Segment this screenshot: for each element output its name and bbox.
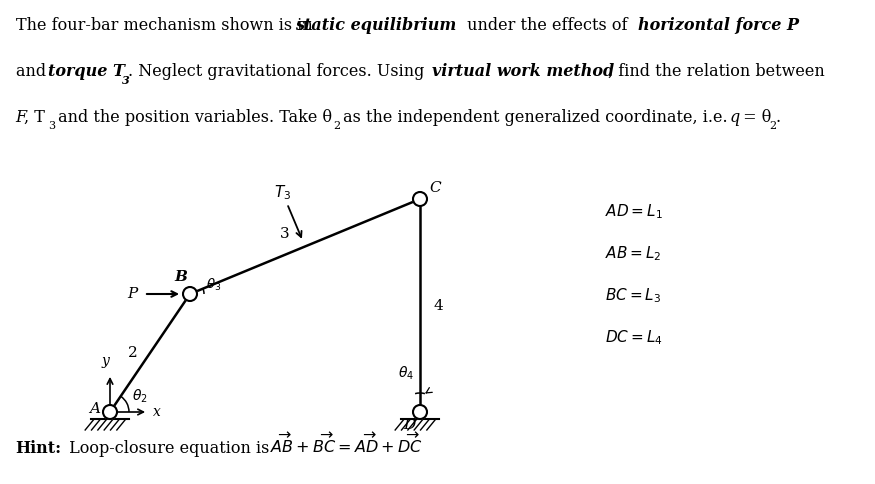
Text: 4: 4 [433, 299, 443, 313]
Text: q: q [730, 109, 740, 126]
Text: = θ: = θ [738, 109, 771, 126]
Text: $BC = L_3$: $BC = L_3$ [605, 287, 662, 305]
Text: Loop-closure equation is: Loop-closure equation is [64, 440, 270, 457]
Text: . Neglect gravitational forces. Using: . Neglect gravitational forces. Using [129, 63, 430, 80]
Text: static equilibrium: static equilibrium [295, 17, 457, 34]
Text: B: B [174, 270, 187, 284]
Text: 3: 3 [48, 121, 55, 131]
Text: x: x [153, 405, 161, 419]
Text: y: y [102, 354, 109, 368]
Text: $AD = L_1$: $AD = L_1$ [605, 203, 663, 221]
Text: , T: , T [24, 109, 45, 126]
Text: $\theta_4$: $\theta_4$ [398, 364, 414, 382]
Text: 2: 2 [332, 121, 340, 131]
Text: 2: 2 [770, 121, 777, 131]
Text: F: F [16, 109, 27, 126]
Text: and the position variables. Take θ: and the position variables. Take θ [53, 109, 332, 126]
Text: The four-bar mechanism shown is in: The four-bar mechanism shown is in [16, 17, 318, 34]
Text: 2: 2 [128, 346, 138, 360]
Text: C: C [429, 181, 441, 195]
Circle shape [183, 287, 197, 301]
Text: , find the relation between: , find the relation between [608, 63, 824, 80]
Text: P: P [127, 287, 137, 301]
Text: $T_3$: $T_3$ [275, 183, 291, 201]
Text: 3: 3 [280, 227, 290, 242]
Text: Hint:: Hint: [16, 440, 62, 457]
Circle shape [103, 405, 117, 419]
Text: $DC = L_4$: $DC = L_4$ [605, 329, 662, 348]
Text: as the independent generalized coordinate, i.e.: as the independent generalized coordinat… [339, 109, 733, 126]
Text: D: D [402, 418, 415, 432]
Circle shape [413, 192, 427, 206]
Text: $AB = L_2$: $AB = L_2$ [605, 244, 662, 263]
Text: horizontal force P: horizontal force P [638, 17, 799, 34]
Text: virtual work method: virtual work method [431, 63, 614, 80]
Text: $\theta_2$: $\theta_2$ [132, 388, 148, 405]
Text: .: . [775, 109, 780, 126]
Text: $\overrightarrow{AB} + \overrightarrow{BC} = \overrightarrow{AD} + \overrightarr: $\overrightarrow{AB} + \overrightarrow{B… [270, 433, 422, 457]
Text: 3: 3 [122, 75, 130, 86]
Text: and: and [16, 63, 51, 80]
Text: torque T: torque T [48, 63, 124, 80]
Text: under the effects of: under the effects of [462, 17, 633, 34]
Text: $\theta_3$: $\theta_3$ [206, 277, 221, 293]
Text: A: A [89, 402, 100, 416]
Circle shape [413, 405, 427, 419]
